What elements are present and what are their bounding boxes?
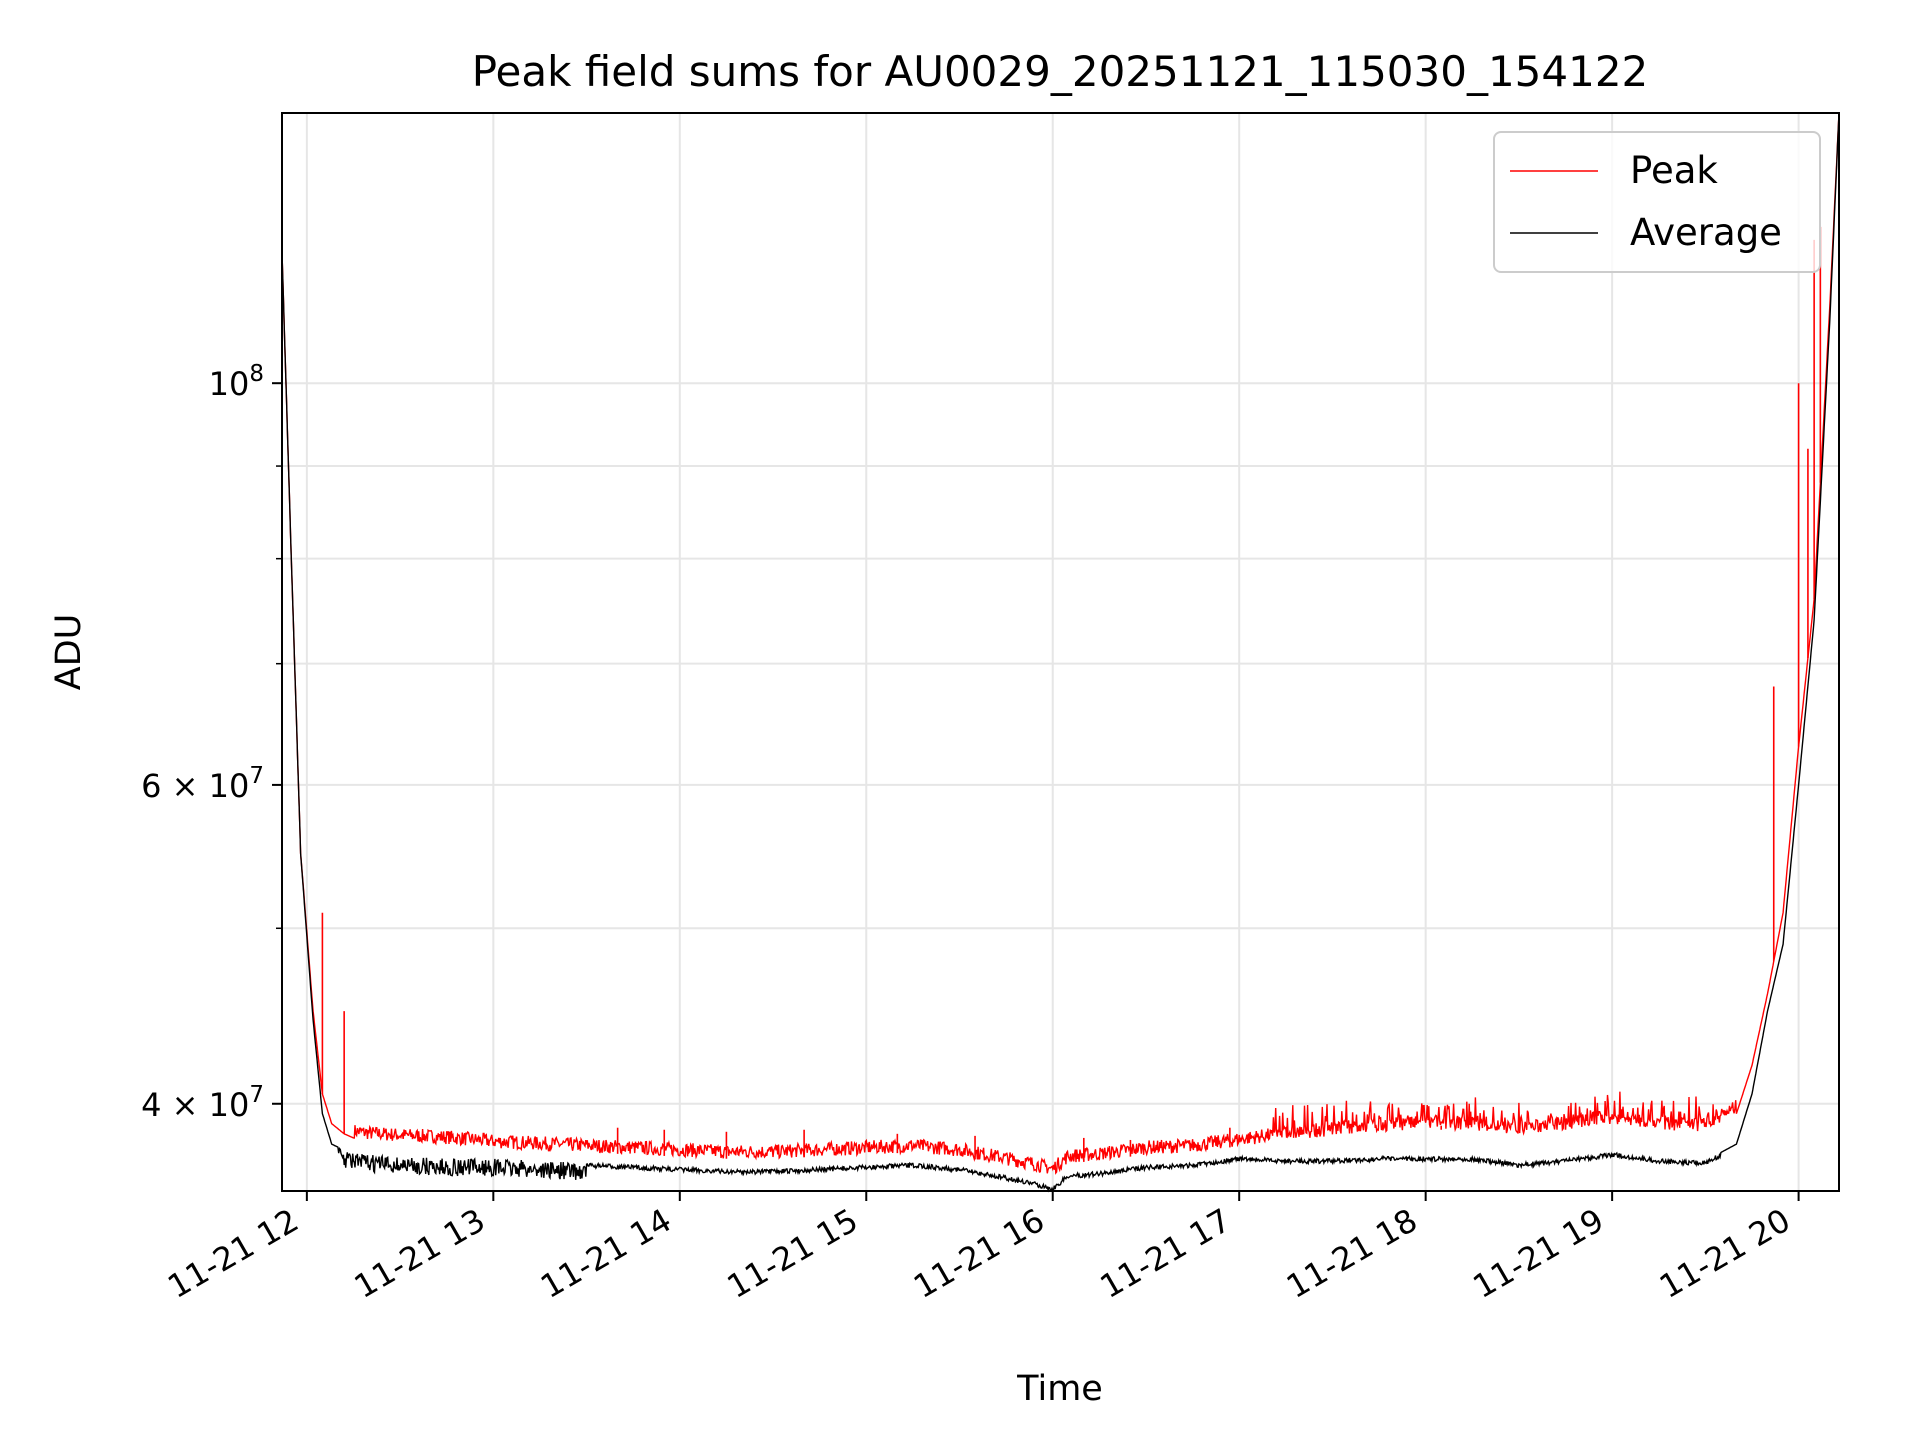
legend-peak-label: Peak xyxy=(1630,149,1718,192)
legend-box xyxy=(1493,131,1821,273)
y-axis: 108 6 × 107 4 × 107 xyxy=(141,361,282,1124)
plot-area xyxy=(281,112,1840,1193)
y-tick-label: 108 xyxy=(209,361,264,403)
x-axis-label: Time xyxy=(1016,1369,1103,1409)
series-average-line xyxy=(281,112,1840,1193)
chart-title: Peak field sums for AU0029_20251121_1150… xyxy=(472,47,1649,96)
y-tick-label: 4 × 107 xyxy=(141,1082,264,1124)
series-peak-line xyxy=(281,112,1840,1175)
grid xyxy=(282,113,1839,1191)
legend: Peak Average xyxy=(1493,131,1821,273)
y-axis-label: ADU xyxy=(49,614,89,691)
y-tick-label: 6 × 107 xyxy=(141,763,264,805)
plot-frame xyxy=(281,112,1840,1192)
legend-average-label: Average xyxy=(1630,211,1782,254)
